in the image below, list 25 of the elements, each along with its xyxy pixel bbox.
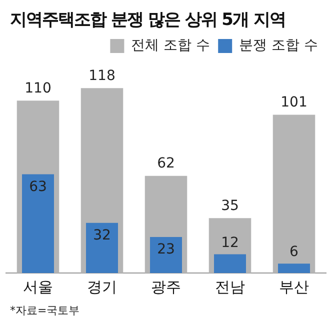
chart-title: 지역주택조합 분쟁 많은 상위 5개 지역: [9, 9, 286, 31]
bar: [86, 222, 118, 273]
legend-label: 분쟁 조합 수: [239, 38, 318, 54]
x-tick-label: 서울: [23, 278, 53, 296]
data-label: 35: [221, 198, 239, 214]
bar: [150, 236, 182, 273]
x-tick-label: 경기: [87, 278, 117, 296]
bar: [22, 174, 54, 273]
data-label: 32: [93, 228, 111, 244]
data-label: 12: [221, 234, 239, 251]
data-label: 62: [157, 156, 175, 172]
bar: [272, 114, 316, 273]
bar: [278, 264, 310, 273]
data-label: 118: [88, 68, 116, 84]
bar: [214, 254, 246, 273]
data-label: 23: [157, 242, 175, 258]
data-label: 101: [280, 94, 308, 110]
legend-label: 전체 조합 수: [131, 38, 210, 54]
text: *자료=국토부: [9, 303, 81, 318]
data-label: 110: [24, 80, 52, 96]
data-label: 6: [290, 244, 299, 260]
x-tick-label: 전남: [215, 278, 245, 296]
x-tick-label: 부산: [279, 278, 309, 296]
data-label: 63: [29, 178, 47, 195]
x-tick-label: 광주: [151, 278, 181, 296]
